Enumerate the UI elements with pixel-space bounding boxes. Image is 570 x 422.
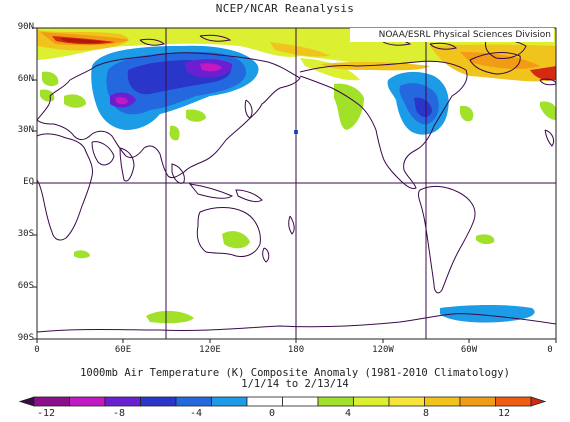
coastlines — [37, 34, 556, 333]
colorbar-swatch — [33, 396, 70, 407]
colorbar-label-m12: -12 — [36, 408, 56, 419]
lon-label-120e: 120E — [199, 345, 221, 355]
colorbar-label-12: 12 — [497, 408, 511, 419]
colorbar-swatch — [69, 396, 106, 407]
lon-label-0: 0 — [34, 345, 40, 355]
colorbar-label-4: 4 — [344, 408, 352, 419]
lat-label-30s: 30S — [17, 229, 34, 239]
anomaly-shading — [37, 28, 556, 324]
colorbar-arrow-low — [18, 396, 35, 407]
lon-label-0-east: 0 — [547, 345, 553, 355]
colorbar-swatch — [282, 396, 319, 407]
lat-label-90s: 90S — [17, 333, 34, 343]
colorbar-swatch — [140, 396, 177, 407]
lat-label-90n: 90N — [17, 22, 34, 32]
lat-label-60s: 60S — [17, 281, 34, 291]
lon-label-180: 180 — [287, 345, 305, 355]
credit-label: NOAA/ESRL Physical Sciences Division — [350, 28, 554, 42]
colorbar-swatch — [495, 396, 532, 407]
colorbar-swatch — [459, 396, 496, 407]
colorbar-label-m8: -8 — [112, 408, 126, 419]
lon-label-60e: 60E — [114, 345, 132, 355]
lat-label-60n: 60N — [17, 74, 34, 84]
colorbar-swatch — [104, 396, 141, 407]
colorbar-swatch — [211, 396, 248, 407]
colorbar-label-m4: -4 — [189, 408, 203, 419]
axis-ticks — [33, 27, 557, 343]
lon-label-120w: 120W — [372, 345, 394, 355]
map-title: NCEP/NCAR Reanalysis — [215, 2, 355, 15]
caption-dates: 1/1/14 to 2/13/14 — [241, 378, 349, 390]
colorbar-arrow-high — [530, 396, 547, 407]
lat-label-30n: 30N — [17, 125, 34, 135]
lat-label-eq: EQ — [23, 177, 34, 187]
colorbar-label-8: 8 — [422, 408, 430, 419]
colorbar-swatch — [246, 396, 283, 407]
colorbar-label-0: 0 — [268, 408, 276, 419]
colorbar-swatch — [424, 396, 461, 407]
colorbar — [18, 396, 547, 407]
colorbar-swatch — [388, 396, 425, 407]
lon-label-60w: 60W — [460, 345, 478, 355]
colorbar-swatch — [353, 396, 390, 407]
caption-title: 1000mb Air Temperature (K) Composite Ano… — [80, 367, 510, 379]
colorbar-swatch — [175, 396, 212, 407]
grid-lines — [37, 28, 556, 339]
colorbar-swatch — [317, 396, 354, 407]
